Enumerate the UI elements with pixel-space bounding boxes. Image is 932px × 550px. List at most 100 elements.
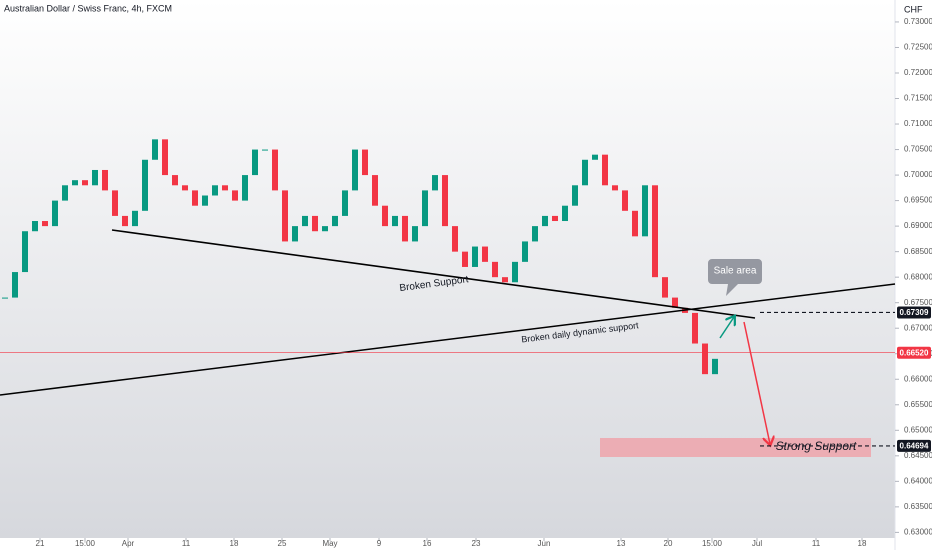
- candle: [552, 215, 558, 222]
- broken-support-line: [111, 229, 756, 319]
- candle: [182, 185, 188, 191]
- price-label: 0.66520: [900, 348, 929, 357]
- candle: [132, 210, 138, 227]
- candle: [632, 210, 638, 237]
- y-axis-panel: [895, 0, 932, 550]
- x-axis-panel: [0, 538, 895, 550]
- candle: [512, 261, 518, 283]
- candle: [202, 195, 208, 206]
- candle: [212, 185, 218, 196]
- y-tick-label: 0.70000: [904, 170, 932, 179]
- candle: [152, 139, 158, 160]
- candle: [302, 215, 308, 227]
- candle: [262, 149, 268, 151]
- candle: [52, 200, 58, 227]
- candle: [102, 169, 108, 191]
- sale-area-bubble: [708, 259, 762, 296]
- y-tick-label: 0.71500: [904, 94, 932, 103]
- candle: [342, 190, 348, 216]
- candle: [32, 221, 38, 232]
- candle: [442, 175, 448, 227]
- candle: [502, 277, 508, 283]
- y-tick-label: 0.69000: [904, 221, 932, 230]
- candle: [532, 226, 538, 242]
- marks: [2, 21, 899, 541]
- chart-title: Australian Dollar / Swiss Franc, 4h, FXC…: [4, 3, 172, 13]
- x-tick-label: 11: [182, 539, 191, 548]
- candle: [362, 149, 368, 176]
- x-tick-label: 25: [278, 539, 287, 548]
- candle: [122, 215, 128, 227]
- candle: [522, 241, 528, 262]
- candle: [82, 180, 88, 186]
- candle: [312, 215, 318, 232]
- candle: [422, 190, 428, 227]
- candle: [172, 175, 178, 186]
- candle: [402, 215, 408, 242]
- candle: [562, 205, 568, 222]
- candle: [652, 185, 658, 278]
- price-label-box: [897, 439, 931, 452]
- candle: [42, 221, 48, 227]
- candle: [272, 149, 278, 191]
- down-arrow: [743, 321, 770, 444]
- candle: [162, 139, 168, 176]
- candle: [692, 312, 698, 344]
- y-tick-label: 0.70500: [904, 145, 932, 154]
- candle: [432, 175, 438, 191]
- x-tick-label: 15:00: [75, 539, 96, 548]
- y-tick-label: 0.71000: [904, 119, 932, 128]
- y-tick-label: 0.67500: [904, 298, 932, 307]
- x-tick-label: Jun: [538, 539, 551, 548]
- candle: [612, 185, 618, 191]
- candle: [322, 226, 328, 232]
- x-tick-label: 16: [423, 539, 432, 548]
- x-tick-label: 18: [858, 539, 867, 548]
- y-tick-label: 0.69500: [904, 196, 932, 205]
- candle: [412, 226, 418, 242]
- x-tick-label: 18: [230, 539, 239, 548]
- candle: [642, 185, 648, 237]
- candle: [22, 231, 28, 273]
- candle: [662, 277, 668, 298]
- currency-label: CHF: [904, 4, 923, 14]
- x-tick-label: 9: [377, 539, 382, 548]
- candle: [482, 246, 488, 262]
- candle: [252, 149, 258, 176]
- sale-area-label: Sale area: [714, 266, 757, 277]
- y-tick-label: 0.67000: [904, 323, 932, 332]
- candle: [372, 175, 378, 206]
- candle: [592, 154, 598, 160]
- candle: [332, 215, 338, 227]
- candle: [222, 185, 228, 191]
- y-tick-label: 0.68000: [904, 272, 932, 281]
- candle: [62, 185, 68, 201]
- price-label: 0.64694: [900, 442, 929, 451]
- candle: [672, 297, 678, 308]
- y-tick-label: 0.68500: [904, 247, 932, 256]
- candle: [702, 343, 708, 375]
- candle: [462, 251, 468, 267]
- candle: [392, 215, 398, 227]
- dynamic-support-line: [0, 283, 896, 396]
- candle: [602, 154, 608, 186]
- candle: [232, 190, 238, 201]
- price-label-box: [897, 346, 931, 359]
- candle: [292, 226, 298, 242]
- y-tick-label: 0.64000: [904, 476, 932, 485]
- candle: [192, 190, 198, 206]
- candle: [12, 272, 18, 298]
- x-tick-label: 21: [36, 539, 45, 548]
- y-tick-label: 0.72500: [904, 43, 932, 52]
- y-tick-label: 0.63000: [904, 527, 932, 536]
- candle: [622, 190, 628, 211]
- x-tick-label: 11: [812, 539, 821, 548]
- x-tick-label: 23: [472, 539, 481, 548]
- y-tick-label: 0.66000: [904, 374, 932, 383]
- candle: [2, 297, 8, 299]
- candle: [572, 185, 578, 206]
- y-tick-label: 0.65000: [904, 425, 932, 434]
- candle: [282, 190, 288, 242]
- candle: [542, 215, 548, 227]
